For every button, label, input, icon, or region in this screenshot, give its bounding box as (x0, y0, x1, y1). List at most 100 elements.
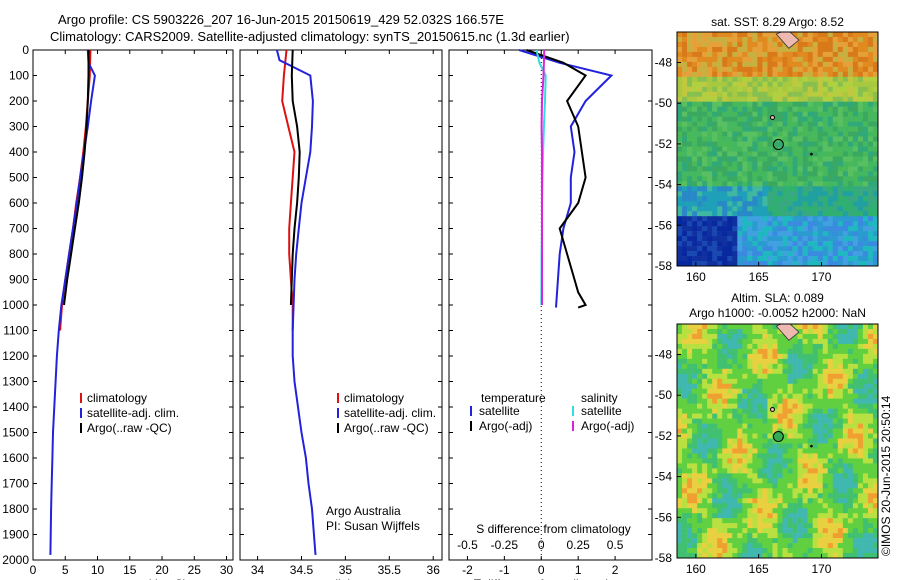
map-cell (832, 46, 839, 53)
map-cell (802, 251, 808, 257)
map-cell (797, 473, 803, 479)
map-cell (817, 448, 824, 454)
map-cell (807, 111, 813, 117)
map-cell (762, 36, 768, 43)
map-cell (857, 378, 864, 385)
map-cell (702, 453, 708, 459)
map-cell (842, 383, 849, 390)
map-cell (777, 141, 783, 147)
map-cell (717, 66, 723, 73)
map-cell (747, 76, 753, 83)
map-cell (847, 333, 854, 340)
map-cell (692, 51, 698, 58)
map-cell (697, 373, 703, 380)
map-cell (732, 488, 738, 494)
map-cell (692, 61, 698, 68)
map-cell (682, 348, 688, 355)
map-cell (692, 413, 698, 419)
map-cell (852, 458, 859, 464)
map-cell (842, 328, 849, 335)
map-cell (842, 373, 849, 380)
map-cell (832, 418, 839, 424)
map-cell (712, 448, 718, 454)
map-cell (707, 231, 713, 237)
map-cell (737, 333, 743, 340)
map-cell (682, 443, 688, 449)
map-cell (782, 111, 788, 117)
map-cell (707, 251, 713, 257)
map-cell (752, 171, 758, 177)
map-cell (722, 61, 728, 68)
map-cell (837, 171, 844, 177)
map-cell (752, 493, 758, 499)
map-cell (872, 333, 879, 340)
map-cell (767, 498, 773, 504)
map-cell (872, 508, 879, 514)
map-cell (742, 393, 748, 399)
map-cell (872, 161, 879, 167)
map-cell (712, 61, 718, 68)
map-cell (782, 256, 788, 262)
map-cell (802, 433, 808, 439)
map-cell (842, 413, 849, 419)
map-cell (777, 468, 783, 474)
map-cell (812, 533, 818, 539)
map-cell (727, 473, 733, 479)
map-cell (767, 493, 773, 499)
map-cell (682, 503, 688, 509)
map-cell (852, 216, 859, 222)
map-cell (867, 66, 874, 73)
map-cell (782, 433, 788, 439)
map-cell (737, 453, 743, 459)
map-cell (832, 363, 839, 370)
map-cell (867, 523, 874, 529)
map-cell (677, 221, 683, 227)
map-cell (692, 473, 698, 479)
map-cell (777, 181, 783, 187)
map-cell (807, 231, 813, 237)
map-cell (827, 41, 834, 48)
map-cell (722, 66, 728, 73)
map-cell (682, 543, 688, 549)
map-cell (732, 553, 738, 559)
map-cell (807, 523, 813, 529)
map-cell (832, 71, 839, 78)
map-cell (682, 493, 688, 499)
map-cell (817, 196, 824, 202)
map-cell (712, 261, 718, 267)
map-cell (722, 156, 728, 162)
map-cell (702, 498, 708, 504)
map-cell (717, 488, 723, 494)
map-cell (857, 443, 864, 449)
map-cell (792, 161, 798, 167)
map-cell (842, 76, 849, 83)
map-cell (777, 256, 783, 262)
map-cell (847, 378, 854, 385)
map-cell (787, 201, 793, 207)
map-cell (792, 51, 798, 58)
map-cell (832, 51, 839, 58)
map-cell (682, 186, 688, 192)
map-cell (872, 261, 879, 267)
x-tick-label: 34.5 (290, 563, 314, 577)
map-cell (782, 363, 788, 370)
y-tick-label: -52 (655, 429, 673, 443)
map-cell (697, 111, 703, 117)
map-cell (867, 453, 874, 459)
s-axis-label: S difference from climatology (476, 522, 631, 536)
map-cell (852, 343, 859, 350)
map-cell (727, 483, 733, 489)
map-cell (772, 36, 778, 43)
map-cell (812, 483, 818, 489)
map-cell (722, 111, 728, 117)
map-cell (692, 32, 698, 38)
map-cell (757, 166, 763, 172)
map-cell (757, 146, 763, 152)
map-cell (722, 216, 728, 222)
map-cell (747, 553, 753, 559)
map-cell (777, 241, 783, 247)
map-cell (847, 161, 854, 167)
map-cell (717, 201, 723, 207)
map-cell (812, 166, 818, 172)
map-cell (687, 458, 693, 464)
